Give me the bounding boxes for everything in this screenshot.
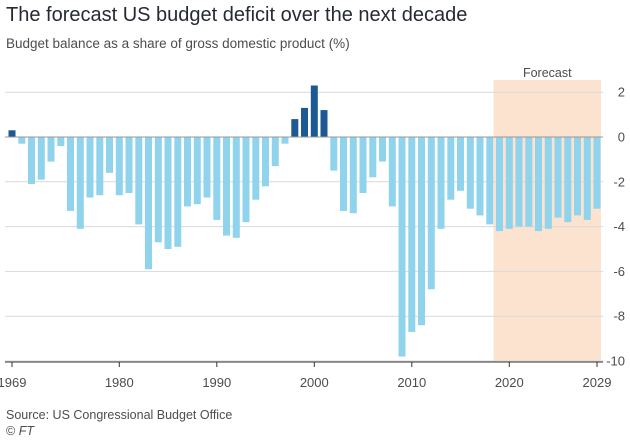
x-tick-label: 1980 <box>105 375 134 390</box>
bar-2000 <box>310 85 318 137</box>
bar-2011 <box>418 137 425 326</box>
y-tick-label: 2 <box>618 85 625 100</box>
bar-2009 <box>398 137 406 357</box>
bar-1974 <box>57 137 65 146</box>
bar-1983 <box>145 137 152 270</box>
bar-1980 <box>115 137 123 196</box>
bar-2007 <box>379 137 386 162</box>
bar-1998 <box>291 119 299 137</box>
bar-2024 <box>544 137 552 229</box>
bar-2023 <box>535 137 542 232</box>
credit-name: FT <box>18 424 34 438</box>
bar-1982 <box>135 137 143 225</box>
y-tick-label: -6 <box>613 264 625 279</box>
x-tick-label: 2000 <box>300 375 329 390</box>
bar-1995 <box>262 137 269 187</box>
x-tick-label: 1969 <box>0 375 26 390</box>
source-note: Source: US Congressional Budget Office <box>6 408 233 422</box>
x-tick-label: 2029 <box>583 375 612 390</box>
bar-1975 <box>67 137 74 211</box>
bar-1989 <box>203 137 211 198</box>
bar-2022 <box>525 137 533 227</box>
bar-1991 <box>223 137 230 236</box>
bar-2005 <box>359 137 367 193</box>
bar-1993 <box>242 137 250 223</box>
bar-1971 <box>28 137 35 184</box>
bar-1978 <box>96 137 104 196</box>
bar-2021 <box>515 137 523 227</box>
bar-2026 <box>564 137 572 223</box>
bar-1984 <box>154 137 162 243</box>
copyright-symbol: © <box>6 424 16 438</box>
bar-2028 <box>583 137 591 220</box>
bar-2025 <box>554 137 562 218</box>
y-tick-label: -10 <box>606 354 625 369</box>
bar-2002 <box>330 137 338 171</box>
y-tick-label: -2 <box>613 174 625 189</box>
bar-1969 <box>8 130 16 137</box>
bar-2006 <box>369 137 377 178</box>
bar-2001 <box>320 110 328 137</box>
bar-2015 <box>457 137 464 191</box>
bar-2019 <box>496 137 503 232</box>
bar-1970 <box>18 137 26 144</box>
bar-1976 <box>76 137 84 229</box>
y-tick-label: -8 <box>613 309 625 324</box>
y-tick-label: 0 <box>618 130 625 145</box>
bar-2012 <box>427 137 435 290</box>
bar-1996 <box>271 137 279 167</box>
bar-2016 <box>466 137 474 209</box>
bar-layer <box>8 85 601 357</box>
bar-1981 <box>125 137 133 193</box>
bar-1997 <box>281 137 289 144</box>
bar-1988 <box>193 137 201 205</box>
credit-note: © FT <box>6 424 34 438</box>
forecast-label: Forecast <box>523 66 572 80</box>
gridline-layer: 2 0 -2 -4 -6 -8 -10 <box>5 85 625 369</box>
bar-1972 <box>37 137 45 180</box>
y-tick-label: -4 <box>613 219 625 234</box>
chart-subtitle: Budget balance as a share of gross domes… <box>6 36 350 51</box>
bar-1999 <box>301 107 308 137</box>
budget-balance-chart: Forecast 2 0 -2 -4 -6 -8 -10 1969 1980 1990 2000 2… <box>0 66 625 390</box>
bar-1986 <box>174 137 182 247</box>
bar-2004 <box>349 137 357 214</box>
bar-2017 <box>476 137 484 216</box>
x-tick-label: 2020 <box>495 375 524 390</box>
bar-1994 <box>252 137 260 200</box>
bar-1979 <box>106 137 113 173</box>
x-tick-label: 2010 <box>397 375 426 390</box>
axis-layer: 1969 1980 1990 2000 2010 2020 2029 <box>0 136 612 390</box>
bar-1973 <box>47 137 55 162</box>
chart-title: The forecast US budget deficit over the … <box>6 4 468 26</box>
bar-2010 <box>408 137 416 332</box>
bar-2020 <box>505 137 513 229</box>
bar-1985 <box>164 137 172 249</box>
bar-1987 <box>184 137 191 207</box>
bar-1990 <box>213 137 221 220</box>
bar-1992 <box>232 137 240 238</box>
bar-2027 <box>574 137 581 216</box>
x-tick-label: 1990 <box>202 375 231 390</box>
bar-2014 <box>447 137 455 200</box>
bar-2013 <box>437 137 445 229</box>
bar-2018 <box>486 137 494 225</box>
bar-2003 <box>340 137 347 211</box>
bar-1977 <box>86 137 94 198</box>
bar-2029 <box>593 137 601 209</box>
bar-2008 <box>388 137 396 207</box>
